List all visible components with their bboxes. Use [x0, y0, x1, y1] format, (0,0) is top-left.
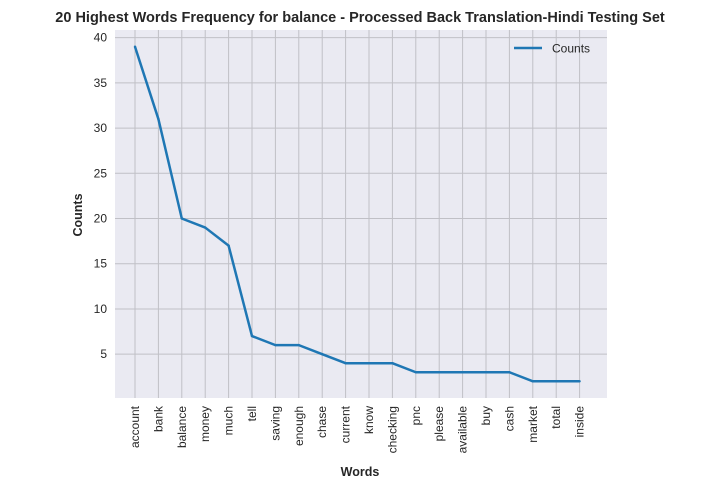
x-tick-label: buy — [479, 406, 493, 425]
x-tick-label: enough — [292, 406, 306, 446]
x-tick-label: pnc — [409, 406, 423, 425]
data-point — [274, 343, 277, 347]
data-point — [508, 371, 511, 374]
x-tick-label: market — [526, 405, 540, 442]
data-point — [367, 361, 371, 365]
x-tick-label: balance — [175, 406, 189, 448]
x-tick-label: total — [549, 406, 563, 429]
x-tick-label: bank — [151, 405, 165, 432]
data-point — [204, 226, 207, 229]
data-point — [297, 343, 300, 347]
data-point — [555, 380, 558, 383]
plot-area — [115, 30, 607, 398]
data-point — [227, 244, 230, 247]
x-tick-label: available — [456, 406, 470, 454]
x-tick-label: please — [432, 406, 446, 442]
series-layer — [133, 45, 581, 383]
chart-title: 20 Highest Words Frequency for balance -… — [55, 10, 665, 26]
x-tick-label: saving — [268, 406, 282, 441]
legend: Counts — [514, 42, 590, 56]
series-line-counts — [133, 46, 580, 383]
data-point — [461, 371, 464, 374]
x-tick-label: much — [222, 406, 236, 435]
y-tick-label: 30 — [94, 121, 108, 135]
x-tick-label: know — [362, 406, 376, 434]
data-point — [391, 361, 394, 365]
x-tick-label: tell — [245, 406, 259, 421]
data-point — [250, 334, 254, 338]
x-tick-label: checking — [385, 406, 399, 453]
y-gridlines — [115, 37, 607, 355]
data-point — [484, 371, 488, 374]
x-tick-labels: account bank balance money much tell saving eno… — [128, 405, 587, 453]
data-point — [414, 371, 417, 374]
x-tick-label: account — [128, 405, 142, 448]
x-tick-label: current — [339, 405, 353, 443]
x-axis-label: Words — [341, 465, 380, 479]
x-tick-label: cash — [502, 406, 516, 431]
x-tick-label: money — [198, 406, 212, 442]
legend-label-counts: Counts — [552, 42, 590, 56]
data-point — [344, 361, 347, 365]
data-point — [133, 45, 137, 48]
data-point — [438, 371, 441, 374]
y-tick-labels: 5 10 15 20 25 30 35 40 — [94, 31, 108, 361]
x-tick-label: chase — [315, 406, 329, 438]
x-gridlines — [134, 30, 581, 398]
data-point — [180, 217, 183, 220]
x-tick-label: inside — [573, 406, 587, 438]
data-point — [531, 380, 534, 383]
y-tick-label: 15 — [94, 257, 108, 271]
data-point — [578, 380, 581, 383]
y-tick-label: 20 — [94, 212, 108, 226]
y-tick-label: 25 — [94, 166, 108, 180]
y-tick-label: 5 — [100, 347, 107, 361]
y-axis-label: Counts — [71, 193, 85, 236]
y-tick-label: 40 — [94, 31, 108, 45]
y-tick-label: 10 — [94, 302, 108, 316]
y-tick-label: 35 — [94, 76, 108, 90]
data-point — [321, 352, 324, 356]
data-point — [157, 117, 160, 121]
